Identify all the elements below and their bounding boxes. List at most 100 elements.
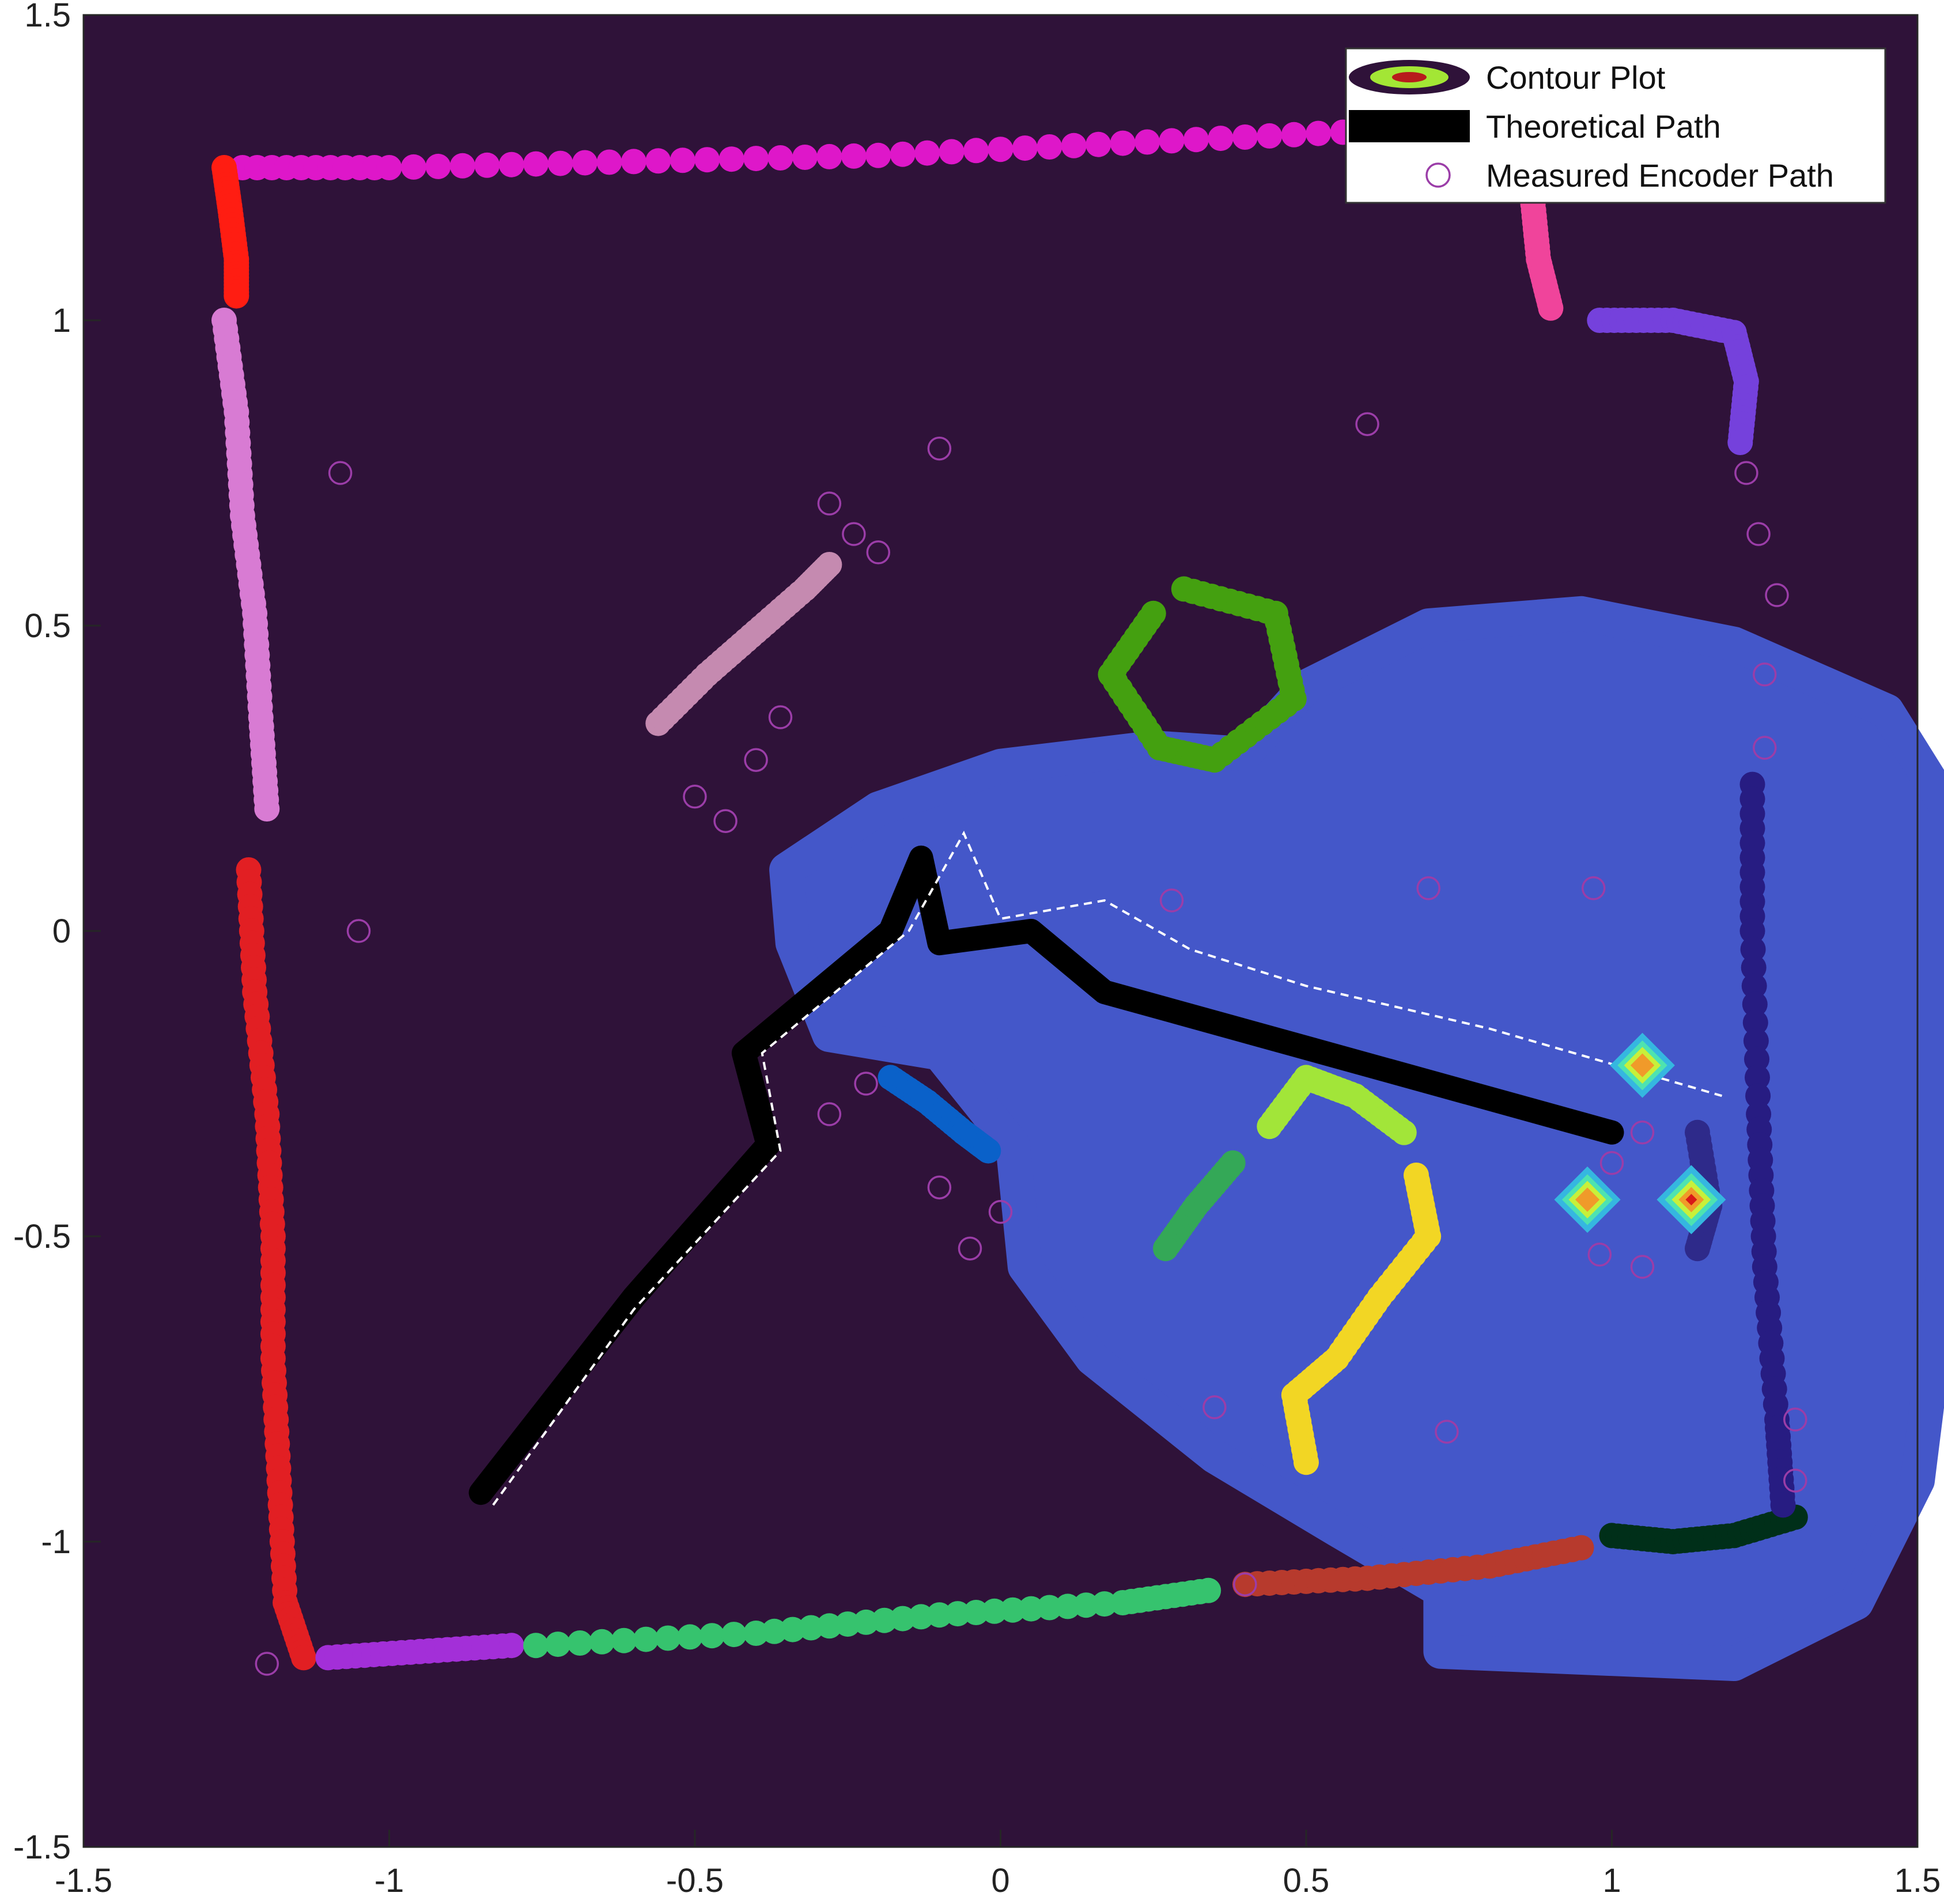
series-point xyxy=(425,153,451,179)
encoder-series-6 xyxy=(1232,1535,1594,1598)
legend-label: Measured Encoder Path xyxy=(1486,157,1834,194)
measured-point xyxy=(866,540,891,565)
measured-point xyxy=(817,491,842,516)
series-point xyxy=(1306,120,1332,146)
series-point xyxy=(633,1626,659,1652)
encoder-series-3 xyxy=(236,857,316,1671)
series-point xyxy=(871,1607,897,1633)
y-tick-label: -1 xyxy=(41,1523,71,1561)
hotspot xyxy=(1554,1166,1621,1233)
measured-point xyxy=(927,436,952,461)
series-point xyxy=(1208,126,1234,152)
series-point xyxy=(545,1632,571,1657)
theoretical-legend-swatch xyxy=(1349,110,1470,142)
series-point xyxy=(1091,1591,1117,1617)
x-tick-label: 1 xyxy=(1602,1862,1621,1899)
measured-point xyxy=(842,522,866,546)
series-point xyxy=(767,145,793,171)
contour-ellipse-icon xyxy=(1349,60,1470,94)
encoder-series-16 xyxy=(1281,1163,1442,1475)
series-point xyxy=(1153,1236,1178,1262)
encoder-series-11 xyxy=(645,552,842,736)
measured-point xyxy=(1599,1151,1624,1175)
series-point xyxy=(926,1602,952,1628)
y-tick-label: -0.5 xyxy=(13,1218,71,1255)
series-point xyxy=(621,149,646,175)
measured-point xyxy=(1630,1255,1655,1279)
hotspot-layer xyxy=(1554,1032,1726,1235)
measured-point xyxy=(328,461,353,485)
y-tick-label: 0 xyxy=(52,913,71,950)
hotspot xyxy=(1610,1032,1675,1098)
measured-point xyxy=(817,1102,842,1126)
series-point xyxy=(254,796,280,822)
measured-point xyxy=(1753,663,1777,687)
axes: -1.5 -1 -0.5 0 0.5 1 1.5 1.5 1 0.5 0 -0.5 -1 -1.5 xyxy=(13,0,1941,1899)
series-point xyxy=(596,149,622,175)
series-point xyxy=(1140,600,1166,626)
encoder-series-14 xyxy=(1257,1065,1417,1145)
measured-point xyxy=(1587,1243,1612,1267)
series-point xyxy=(975,1138,1001,1164)
series-point xyxy=(914,140,940,166)
open-circle-icon xyxy=(1425,162,1451,188)
y-tick-label: 1.5 xyxy=(24,0,71,34)
series-point xyxy=(645,148,671,174)
measured-point xyxy=(683,785,707,809)
series-point xyxy=(981,1598,1007,1624)
legend-label: Theoretical Path xyxy=(1486,108,1721,145)
measured-point xyxy=(1233,1572,1257,1596)
series-point xyxy=(611,1627,637,1653)
measured-point xyxy=(1581,876,1606,900)
series-point xyxy=(743,1621,769,1646)
y-tick-label: 1 xyxy=(52,302,71,339)
encoder-series-9 xyxy=(1587,308,1759,455)
series-point xyxy=(816,143,842,169)
encoder-series-13 xyxy=(878,1065,1001,1164)
theoretical-path-layer xyxy=(468,830,1723,1506)
series-point xyxy=(1685,1236,1710,1262)
series-point xyxy=(1742,991,1768,1017)
series-point xyxy=(1391,1119,1417,1145)
series-point xyxy=(655,1625,681,1651)
series-point xyxy=(743,146,769,172)
series-point xyxy=(400,154,426,180)
series-point xyxy=(1294,1449,1319,1475)
series-point xyxy=(449,153,475,179)
x-tick-label: -1 xyxy=(375,1862,404,1899)
dashed-reference-path xyxy=(492,830,1723,1506)
series-point xyxy=(1110,130,1136,156)
measured-point xyxy=(1753,736,1777,760)
measured-legend-marker xyxy=(1425,162,1451,188)
series-point xyxy=(1061,133,1087,158)
series-point xyxy=(1742,1010,1768,1035)
series-point xyxy=(291,1645,316,1671)
series-point xyxy=(939,139,965,165)
series-point xyxy=(376,155,402,180)
series-point xyxy=(816,552,842,577)
series-point xyxy=(1037,134,1062,160)
encoder-series-4 xyxy=(315,1633,524,1671)
series-point xyxy=(1257,123,1283,149)
series-point xyxy=(1159,128,1185,154)
series-point xyxy=(792,145,818,170)
x-tick-label: 0 xyxy=(991,1862,1009,1899)
thick-black-line-icon xyxy=(1349,110,1470,142)
encoder-series-12 xyxy=(1098,576,1307,773)
series-point xyxy=(1727,430,1753,455)
series-point xyxy=(1744,1046,1769,1072)
series-point xyxy=(1740,936,1766,962)
series-point xyxy=(523,151,549,177)
measured-point xyxy=(255,1652,279,1676)
series-point xyxy=(699,1623,725,1649)
series-point xyxy=(677,1624,703,1650)
encoder-series-15 xyxy=(1153,1150,1246,1262)
encoder-series-2 xyxy=(211,308,280,822)
x-tick-label: 0.5 xyxy=(1283,1862,1330,1899)
series-point xyxy=(841,143,867,169)
series-point xyxy=(498,1633,524,1659)
series-point xyxy=(1745,1083,1771,1109)
legend: Contour Plot Theoretical Path Measured Enc… xyxy=(1345,47,1886,204)
series-point xyxy=(890,141,916,167)
measured-point xyxy=(1765,583,1789,607)
